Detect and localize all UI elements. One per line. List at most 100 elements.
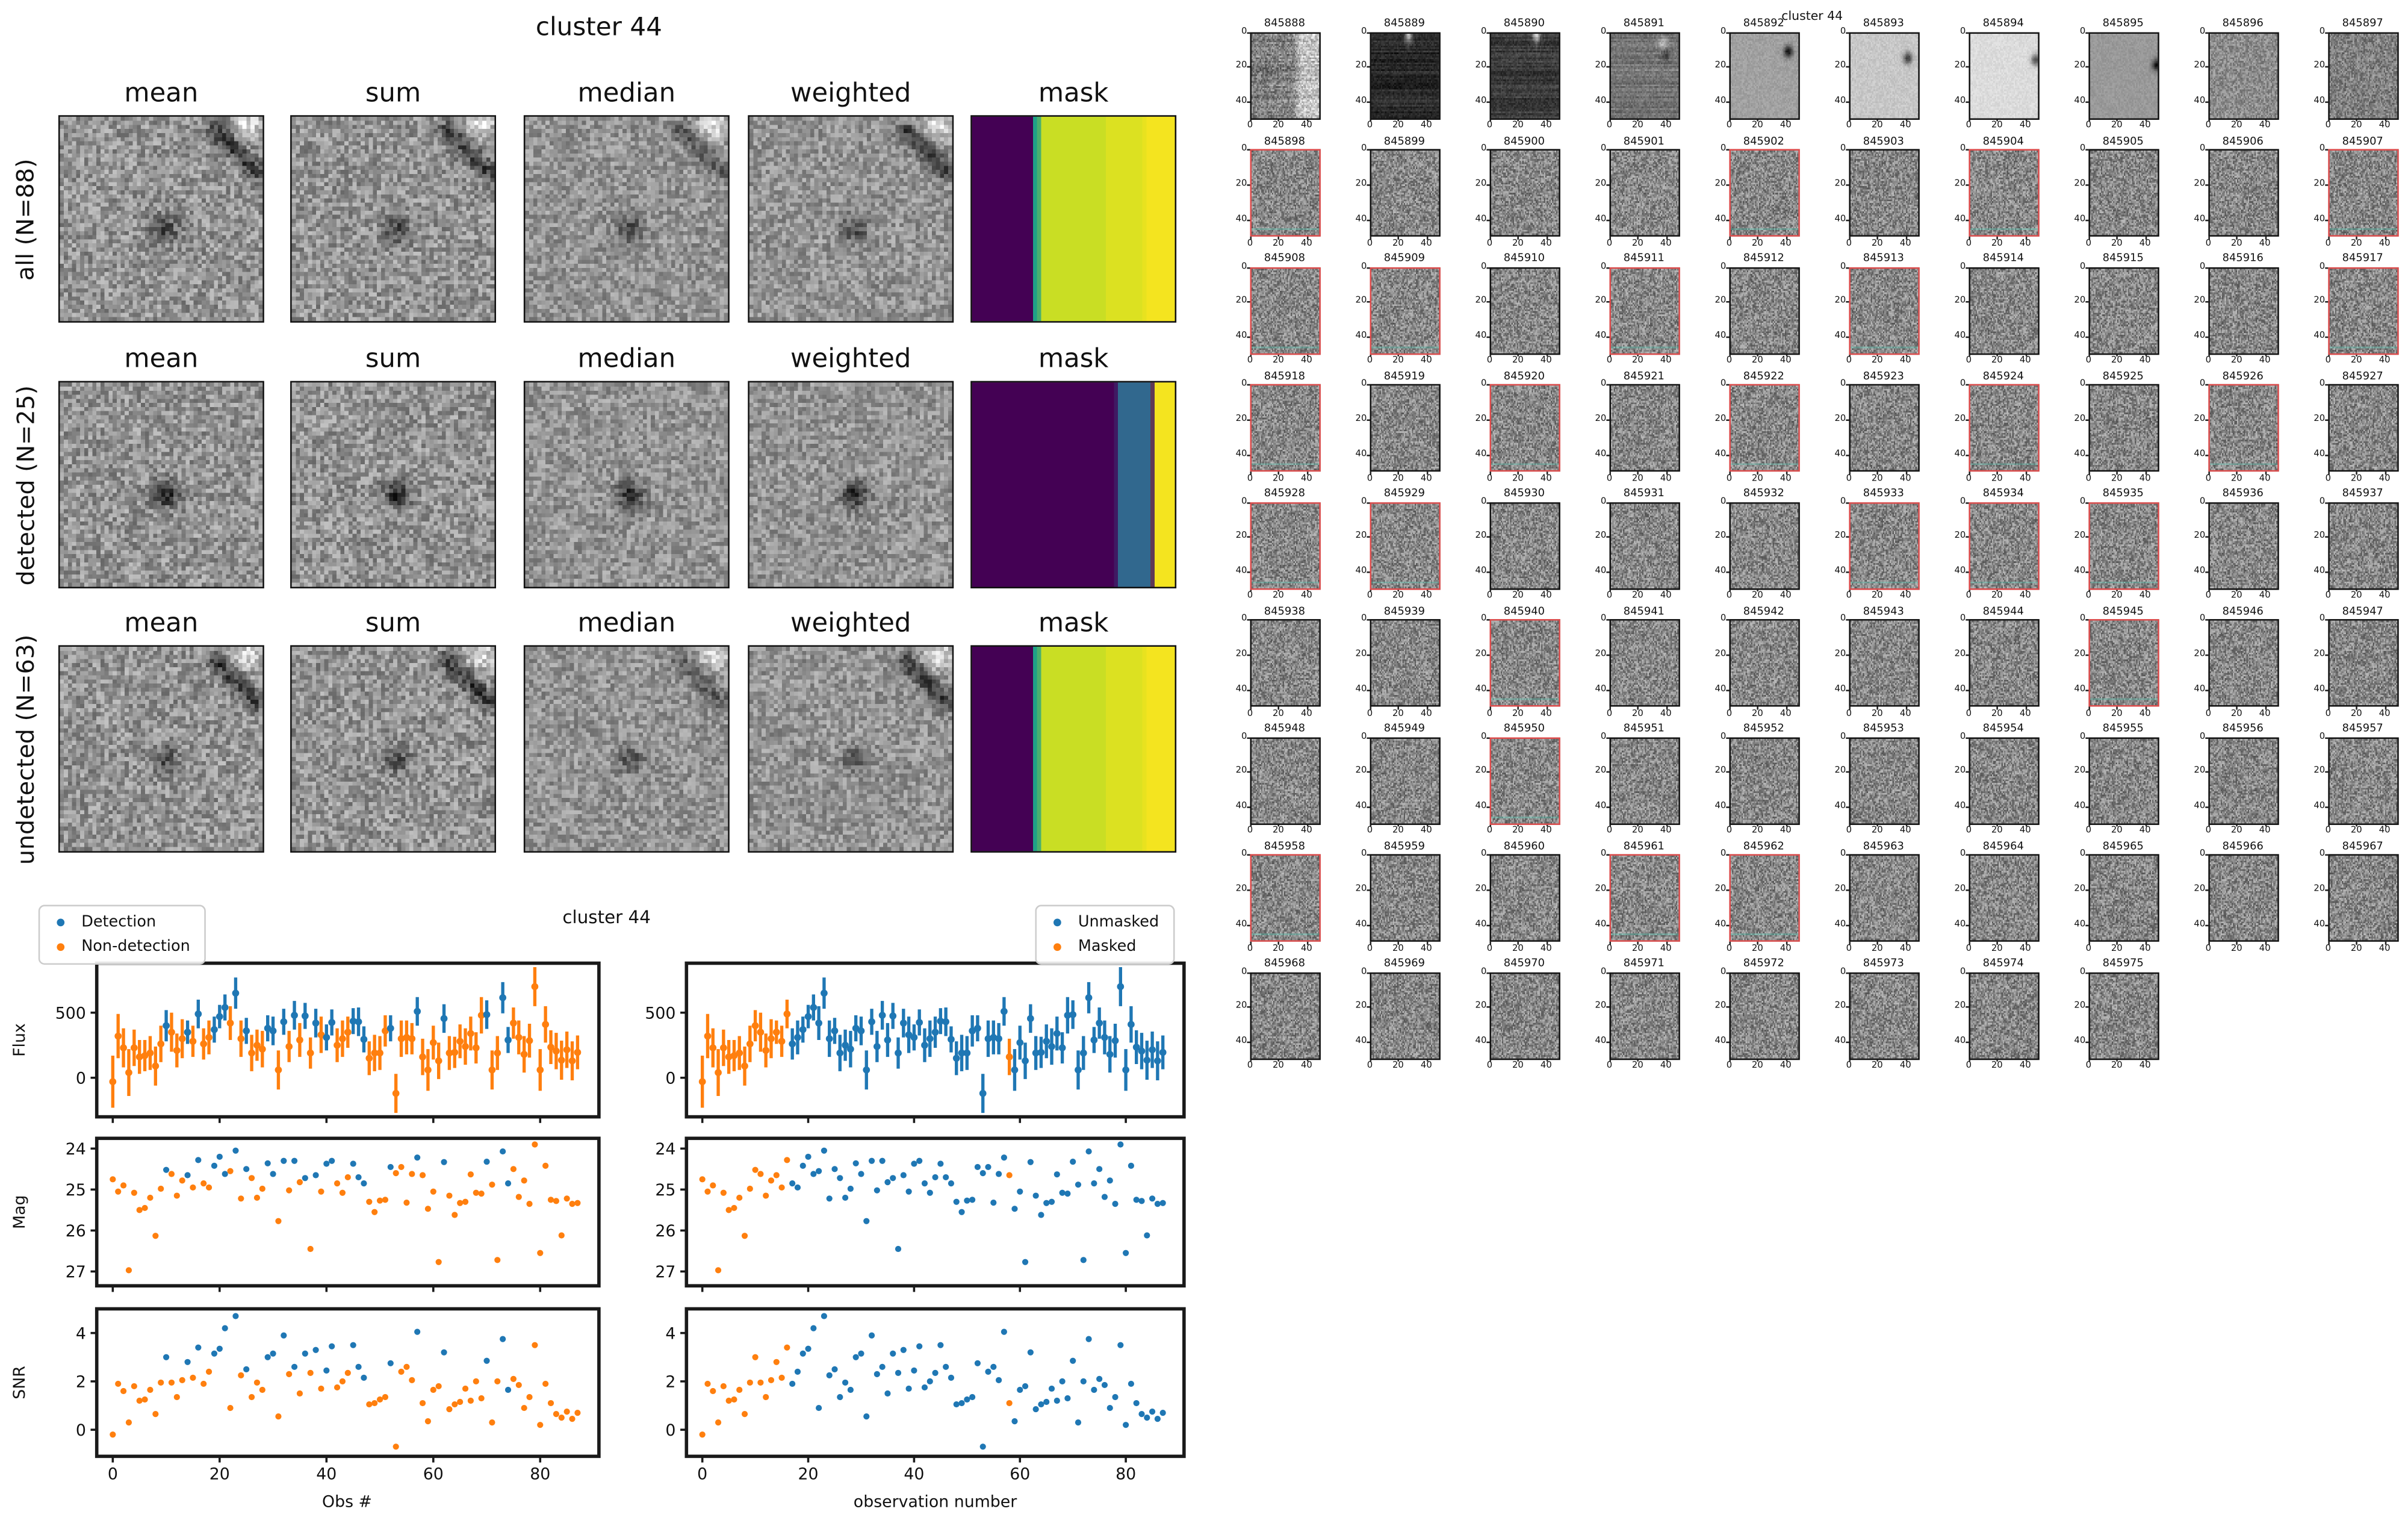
thumb-ytick-label: 20 xyxy=(1355,61,1367,72)
thumb-xtick-label: 40 xyxy=(1780,121,1792,131)
thumb-title: 845974 xyxy=(1982,957,2024,970)
thumbs-figure-title: cluster 44 xyxy=(1781,9,1843,23)
thumb-xtick-mark xyxy=(1609,119,1611,122)
thumb-xtick-mark xyxy=(2356,354,2358,357)
thumb-ytick-mark xyxy=(2086,66,2089,68)
thumb-ytick-label: 20 xyxy=(1595,61,1607,72)
thumb-xtick-mark xyxy=(2117,472,2118,475)
cutout-col-header: weighted xyxy=(790,608,911,640)
thumb-ytick-label: 0 xyxy=(1480,614,1487,624)
thumb-cell: 845962 0 20 40 0 20 40 xyxy=(1708,838,1828,956)
thumb-xtick-label: 40 xyxy=(1780,826,1792,836)
thumb-xtick-label: 0 xyxy=(1486,473,1493,484)
thumb-ytick-label: 40 xyxy=(2313,449,2326,459)
thumb-xtick-mark xyxy=(1306,354,1308,357)
thumb-xtick-mark xyxy=(2088,472,2090,475)
thumb-ytick-label: 0 xyxy=(1840,26,1846,36)
thumb-xtick-mark xyxy=(1250,706,1252,709)
thumb-ytick-label: 0 xyxy=(1241,261,1247,272)
thumb-title: 845932 xyxy=(1743,487,1784,500)
thumb-xtick-mark xyxy=(2356,119,2358,122)
thumb-xtick-mark xyxy=(1757,941,1759,944)
thumb-image xyxy=(1729,149,1800,237)
thumb-ytick-label: 20 xyxy=(2074,1002,2086,1012)
thumb-ytick-label: 0 xyxy=(1480,967,1487,977)
thumb-xtick-label: 40 xyxy=(2379,591,2391,601)
thumb-xtick-mark xyxy=(1518,119,1519,122)
thumb-xtick-mark xyxy=(2328,589,2330,592)
svg-text:27: 27 xyxy=(66,1263,86,1281)
thumb-ytick-mark xyxy=(1367,336,1370,338)
thumb-ytick-mark xyxy=(2206,501,2209,503)
thumb-ytick-mark xyxy=(1247,336,1250,338)
thumb-xtick-mark xyxy=(2265,824,2267,827)
thumb-xtick-label: 40 xyxy=(2019,591,2031,601)
thumb-image xyxy=(1969,384,2040,472)
thumb-xtick-label: 40 xyxy=(1540,356,1552,366)
thumb-xtick-mark xyxy=(1546,472,1548,475)
thumb-ytick-mark xyxy=(1727,689,1730,691)
thumb-ytick-label: 40 xyxy=(1235,332,1247,341)
thumb-xtick-mark xyxy=(2328,824,2330,827)
thumb-xtick-label: 20 xyxy=(1991,473,2003,484)
thumb-title: 845968 xyxy=(1264,957,1306,970)
thumb-xtick-label: 20 xyxy=(1631,591,1643,601)
thumb-title: 845905 xyxy=(2102,134,2144,147)
thumb-ytick-mark xyxy=(1846,66,1849,68)
thumb-ytick-label: 20 xyxy=(1235,61,1247,72)
thumb-xtick-label: 0 xyxy=(2325,709,2332,718)
thumb-xtick-label: 0 xyxy=(1606,238,1613,248)
thumb-ytick-mark xyxy=(2326,301,2329,303)
thumb-title: 845956 xyxy=(2222,721,2264,735)
thumb-xtick-label: 40 xyxy=(2139,121,2151,131)
thumb-xtick-mark xyxy=(1637,824,1639,827)
thumb-xtick-label: 20 xyxy=(1751,591,1763,601)
thumb-ytick-label: 20 xyxy=(2194,297,2206,307)
thumb-title: 845941 xyxy=(1623,604,1665,617)
thumb-image xyxy=(1729,501,1800,590)
thumb-cell: 845894 0 20 40 0 20 40 xyxy=(1947,16,2067,133)
thumb-xtick-mark xyxy=(1969,824,1970,827)
thumb-title: 845949 xyxy=(1383,721,1425,735)
thumb-xtick-label: 0 xyxy=(1367,826,1373,836)
thumb-title: 845904 xyxy=(1982,134,2024,147)
thumb-ytick-label: 0 xyxy=(1241,379,1247,389)
thumb-ytick-mark xyxy=(1727,1006,1730,1008)
thumb-xtick-label: 0 xyxy=(1367,356,1373,366)
thumb-xtick-label: 0 xyxy=(2085,826,2092,836)
thumb-title: 845907 xyxy=(2342,134,2383,147)
thumb-xtick-label: 0 xyxy=(1846,944,1852,953)
thumb-ytick-mark xyxy=(1846,654,1849,656)
thumb-image xyxy=(1969,619,2040,707)
thumb-cell: 845951 0 20 40 0 20 40 xyxy=(1588,720,1708,838)
thumb-ytick-label: 0 xyxy=(2319,261,2326,272)
thumb-ytick-mark xyxy=(1487,301,1490,303)
thumb-xtick-mark xyxy=(1637,236,1639,239)
thumb-xtick-mark xyxy=(1518,236,1519,239)
thumb-xtick-mark xyxy=(2236,941,2238,944)
thumb-xtick-label: 40 xyxy=(1899,591,1911,601)
thumb-ytick-mark xyxy=(2206,336,2209,338)
thumb-xtick-mark xyxy=(2025,119,2027,122)
thumb-xtick-mark xyxy=(2117,706,2118,709)
thumb-title: 845926 xyxy=(2222,369,2264,382)
thumb-xtick-mark xyxy=(2025,1059,2027,1062)
thumb-xtick-label: 20 xyxy=(2230,356,2242,366)
thumb-xtick-mark xyxy=(1489,119,1491,122)
thumb-xtick-mark xyxy=(1518,706,1519,709)
cutout-col-header: sum xyxy=(365,78,421,110)
thumb-title: 845957 xyxy=(2342,721,2383,735)
thumb-title: 845890 xyxy=(1503,17,1545,30)
thumb-xtick-mark xyxy=(1609,589,1611,592)
thumb-image xyxy=(2328,736,2399,824)
thumb-ytick-mark xyxy=(2086,736,2089,738)
thumb-xtick-label: 0 xyxy=(2325,591,2332,601)
thumb-xtick-mark xyxy=(1426,236,1428,239)
thumb-ytick-mark xyxy=(2086,971,2089,973)
thumb-xtick-label: 40 xyxy=(1300,591,1312,601)
thumb-xtick-label: 0 xyxy=(1247,709,1253,718)
legend-dot-icon xyxy=(1053,918,1061,926)
thumb-xtick-mark xyxy=(1666,706,1668,709)
thumb-xtick-label: 40 xyxy=(1540,1061,1552,1071)
legend-mask-entry: Masked xyxy=(1047,934,1159,959)
